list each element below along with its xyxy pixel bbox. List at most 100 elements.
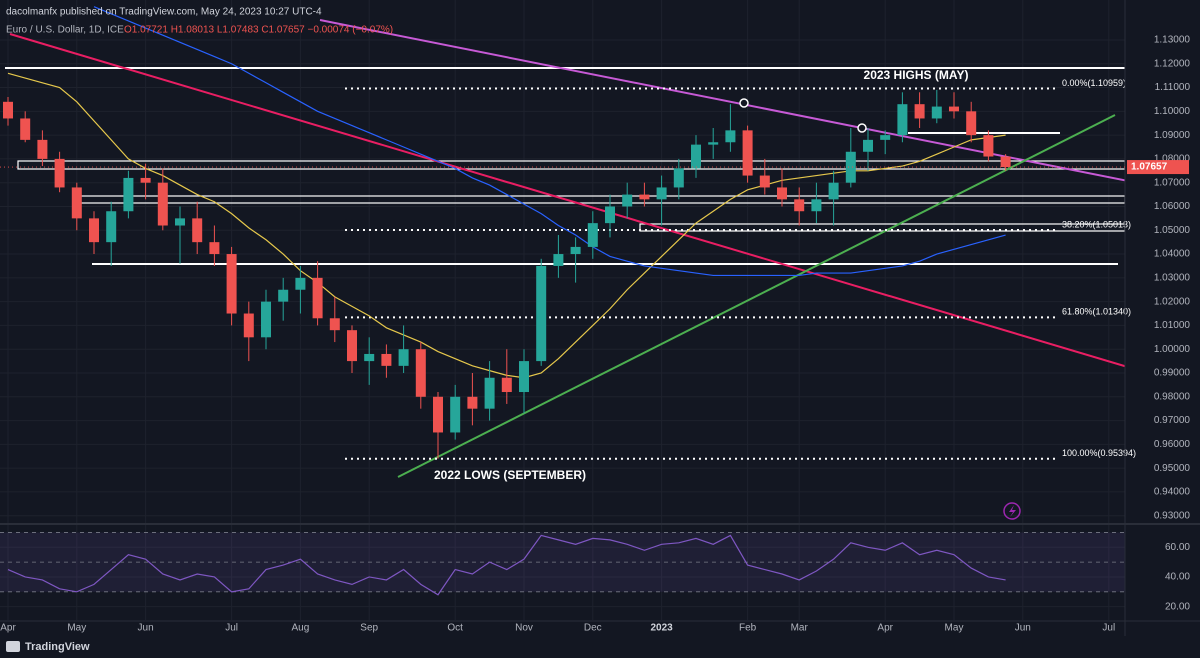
candle-body — [605, 206, 615, 224]
candle-body — [37, 139, 48, 159]
candle-body — [777, 187, 787, 200]
x-tick-label: Sep — [360, 623, 378, 634]
candle-body — [175, 218, 185, 226]
y-tick-label: 1.13000 — [1154, 35, 1191, 46]
pivot-marker — [857, 123, 867, 133]
x-tick-label: May — [945, 623, 964, 634]
alert-icon-bolt — [1009, 505, 1016, 517]
candle-body — [123, 177, 134, 212]
candle-body — [897, 104, 908, 136]
y-tick-label: 1.08000 — [1154, 154, 1191, 165]
candle-body — [364, 353, 375, 362]
last-price-box — [1127, 160, 1189, 175]
candle-body — [708, 142, 719, 145]
fib-label: 0.00%(1.10959) — [1062, 78, 1126, 88]
labels: 0.93000 0.94000 0.95000 0.96000 0.97000 0.980… — [0, 35, 1190, 634]
candle-body — [519, 361, 529, 393]
candle-body — [725, 130, 736, 143]
x-tick-label: Feb — [739, 623, 757, 634]
candle-body — [742, 130, 753, 176]
alert-icon[interactable] — [1003, 502, 1021, 520]
candle-body — [828, 182, 839, 200]
candle-body — [329, 318, 340, 331]
candle-body — [226, 254, 237, 314]
x-tick-label: Oct — [447, 623, 463, 634]
y-tick-label: 0.95000 — [1154, 463, 1191, 474]
candle-body — [639, 194, 650, 200]
y-tick-label: 1.06000 — [1154, 201, 1191, 212]
x-tick-label: May — [67, 623, 86, 634]
y-tick-label: 1.11000 — [1155, 82, 1191, 93]
candle-body — [450, 396, 461, 433]
footer-brand: TradingView — [25, 641, 90, 653]
fib-label: 38.20%(1.05013) — [1062, 219, 1131, 229]
fib-levels: 0.00%(1.10959) 38.20%(1.05013) 61.80%(1.01… — [345, 78, 1136, 460]
support-zone — [17, 160, 1125, 170]
candle-body — [759, 175, 770, 188]
y-tick-label: 0.98000 — [1154, 391, 1191, 402]
candle-body — [983, 135, 994, 157]
y-tick-label: 1.01000 — [1154, 320, 1191, 331]
candle-body — [536, 265, 547, 362]
y-tick-label: 1.10000 — [1154, 106, 1191, 117]
candle-body — [794, 199, 805, 212]
fib-label: 100.00%(0.95394) — [1062, 448, 1136, 458]
candle-body — [398, 349, 409, 366]
x-tick-label: Dec — [584, 623, 602, 634]
candle-body — [243, 313, 254, 338]
candle-body — [863, 139, 873, 152]
candle-body — [209, 242, 220, 255]
rsi-tick-label: 20.00 — [1165, 601, 1190, 612]
rsi-tick-label: 60.00 — [1165, 542, 1190, 553]
footer-bar — [0, 636, 1200, 658]
y-tick-label: 1.03000 — [1154, 272, 1191, 283]
candle-body — [278, 289, 289, 302]
y-tick-label: 1.02000 — [1154, 296, 1191, 307]
candle-body — [192, 218, 203, 243]
candle-body — [622, 194, 633, 207]
grid — [0, 0, 1125, 620]
candle-body — [949, 106, 959, 112]
x-tick-label: Apr — [877, 623, 893, 634]
rsi-tick-label: 40.00 — [1165, 572, 1190, 583]
candle-body — [966, 111, 977, 136]
candle-body — [587, 223, 598, 247]
annotation: 2023 HIGHS (MAY) — [864, 68, 969, 82]
ohlc-legend: O1.07721 H1.08013 L1.07483 C1.07657 −0.0… — [124, 25, 393, 36]
candle-body — [931, 106, 942, 119]
logo — [6, 641, 20, 652]
x-tick-label: Jun — [1015, 623, 1031, 634]
candle-body — [673, 168, 684, 188]
x-tick-label: Apr — [0, 623, 16, 634]
annotation: 2022 LOWS (SEPTEMBER) — [434, 468, 586, 482]
candle-body — [433, 396, 443, 433]
y-tick-label: 0.96000 — [1154, 439, 1191, 450]
y-tick-label: 0.99000 — [1154, 368, 1191, 379]
candle-body — [656, 187, 667, 200]
candle-body — [501, 377, 512, 393]
candle-body — [3, 101, 13, 119]
candle-body — [484, 377, 495, 409]
x-tick-label: Mar — [791, 623, 809, 634]
candle-body — [20, 118, 31, 140]
candle-body — [691, 144, 701, 169]
y-tick-label: 1.04000 — [1154, 249, 1191, 260]
support-zone — [639, 223, 1125, 232]
candle-body — [811, 199, 822, 212]
rsi-line — [7, 534, 1006, 596]
candle-body — [880, 135, 891, 140]
published-line: dacolmanfx published on TradingView.com,… — [6, 7, 322, 18]
symbol: Euro / U.S. Dollar, 1D, ICE — [6, 25, 124, 36]
x-tick-label: Nov — [515, 623, 533, 634]
x-tick-label: Jul — [1102, 623, 1115, 634]
candle-body — [415, 349, 426, 397]
trendline — [397, 114, 1116, 478]
fib-label: 61.80%(1.01340) — [1062, 307, 1131, 317]
y-tick-label: 1.09000 — [1154, 130, 1191, 141]
x-tick-label: Jun — [138, 623, 154, 634]
candles — [3, 89, 1011, 459]
candle-body — [71, 187, 82, 219]
rsi-pane — [0, 532, 1125, 596]
